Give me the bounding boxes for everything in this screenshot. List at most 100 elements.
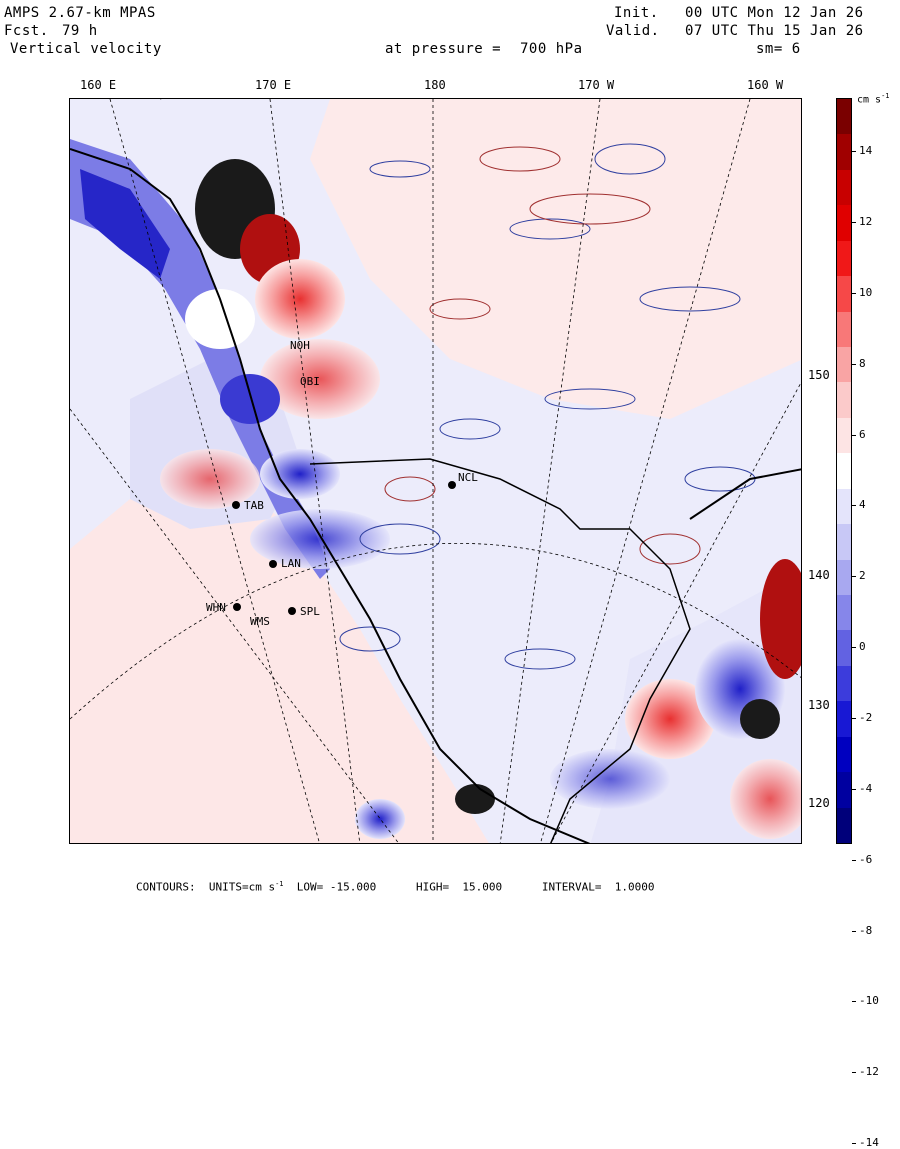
convection-cell <box>760 559 801 679</box>
colorbar-label: -8 <box>859 923 873 937</box>
station-label: TAB <box>244 499 264 512</box>
colorbar-swatch <box>837 736 851 773</box>
lat-label: 120 W <box>808 796 845 810</box>
colorbar-tick <box>852 363 856 365</box>
colorbar-tick <box>852 718 856 719</box>
colorbar-tick <box>852 434 856 436</box>
lon-label: 170 W <box>578 78 615 92</box>
convection-cell <box>625 679 715 759</box>
colorbar-label: -2 <box>859 711 873 724</box>
contour-blob <box>384 476 436 502</box>
init-time: 00 UTC Mon 12 Jan 26 <box>685 5 864 21</box>
station-label: WMS <box>250 615 270 628</box>
station-label: SPL <box>300 605 320 618</box>
colorbar-label: 2 <box>859 569 866 583</box>
colorbar-tick <box>852 1143 856 1145</box>
smoothing-value: sm= 6 <box>756 41 801 57</box>
colorbar-swatch <box>837 311 851 348</box>
colorbar-label: -12 <box>859 1065 879 1079</box>
contour-blob <box>429 298 491 320</box>
colorbar-swatch <box>837 240 851 277</box>
station-label: NCL <box>458 471 478 484</box>
convection-cell <box>455 784 495 814</box>
lat-label: 150 W <box>808 368 845 382</box>
coastline <box>689 468 801 520</box>
contour-blob <box>544 388 636 410</box>
station-marker <box>269 560 277 568</box>
colorbar-tick <box>852 788 856 790</box>
colorbar-tick <box>852 292 856 294</box>
colorbar-swatch <box>837 630 851 667</box>
station-label: NOH <box>290 339 310 352</box>
colorbar-tick <box>852 222 856 223</box>
convection-cell <box>730 759 801 839</box>
colorbar-swatch <box>837 276 851 313</box>
lon-label: 160 E <box>80 78 117 92</box>
colorbar-units: cm s-1 <box>857 92 890 106</box>
colorbar-label: 4 <box>859 498 866 512</box>
colorbar-swatch <box>837 595 851 631</box>
forecast-hours: 79 h <box>62 23 98 39</box>
coastline <box>70 148 591 843</box>
station-marker <box>233 603 241 611</box>
level-label: at pressure = <box>385 41 502 57</box>
convection-cell <box>160 449 260 509</box>
convection-cell <box>550 749 670 809</box>
model-title: AMPS 2.67-km MPAS <box>4 5 156 21</box>
station-label: LAN <box>281 557 301 570</box>
colorbar-swatch <box>837 134 851 171</box>
colorbar-label: -14 <box>859 1136 879 1149</box>
colorbar-label: -10 <box>859 994 879 1008</box>
contour-blob <box>509 218 591 240</box>
colorbar-swatch <box>837 169 851 206</box>
colorbar-swatch <box>837 701 851 738</box>
contour-blob <box>439 418 501 440</box>
colorbar-swatch <box>837 488 851 525</box>
colorbar-swatch <box>837 99 851 135</box>
colorbar-swatch <box>837 559 851 596</box>
meridian <box>550 381 801 843</box>
lat-label: 130 W <box>808 698 845 712</box>
colorbar-label: 12 <box>859 215 873 228</box>
contour-blob <box>339 626 401 652</box>
colorbar-swatch <box>837 347 851 383</box>
lat-label: 140 W <box>808 568 845 582</box>
lon-label: 180 <box>424 78 446 92</box>
lon-label: 160 W <box>747 78 784 92</box>
colorbar-swatch <box>837 205 851 242</box>
station-label: WHN <box>206 601 226 614</box>
colorbar-swatch <box>837 382 851 419</box>
colorbar-swatch <box>837 524 851 561</box>
colorbar-label: 8 <box>859 356 866 370</box>
convection-cell <box>355 799 405 839</box>
colorbar-label: 0 <box>859 640 866 654</box>
valid-time: 07 UTC Thu 15 Jan 26 <box>685 23 864 39</box>
contour-blob <box>369 160 431 178</box>
convection-cell <box>255 259 345 339</box>
colorbar-tick <box>852 1001 856 1003</box>
convection-cell <box>260 449 340 499</box>
colorbar-swatch <box>837 772 851 809</box>
convection-cell <box>250 509 390 569</box>
contour-blob <box>639 286 741 312</box>
station-marker <box>288 607 296 615</box>
colorbar-label: 14 <box>859 144 873 158</box>
forecast-label: Fcst. <box>4 23 49 39</box>
colorbar-tick <box>852 505 856 507</box>
map-canvas <box>70 99 801 843</box>
colorbar-label: 6 <box>859 427 866 441</box>
contour-blob <box>529 193 651 225</box>
contour-blob <box>594 143 666 175</box>
colorbar-label: -4 <box>859 781 873 795</box>
convection-cell <box>185 289 255 349</box>
contour-blob <box>504 648 576 670</box>
mountain-dark-blue <box>80 169 170 279</box>
colorbar-tick <box>852 1072 856 1074</box>
colorbar-tick <box>852 576 856 578</box>
level-value: 700 hPa <box>520 41 583 57</box>
colorbar-tick <box>852 647 856 649</box>
station-marker <box>448 481 456 489</box>
ross-ice-shelf <box>70 459 489 843</box>
colorbar-label: 10 <box>859 285 873 299</box>
meridian <box>269 99 361 843</box>
